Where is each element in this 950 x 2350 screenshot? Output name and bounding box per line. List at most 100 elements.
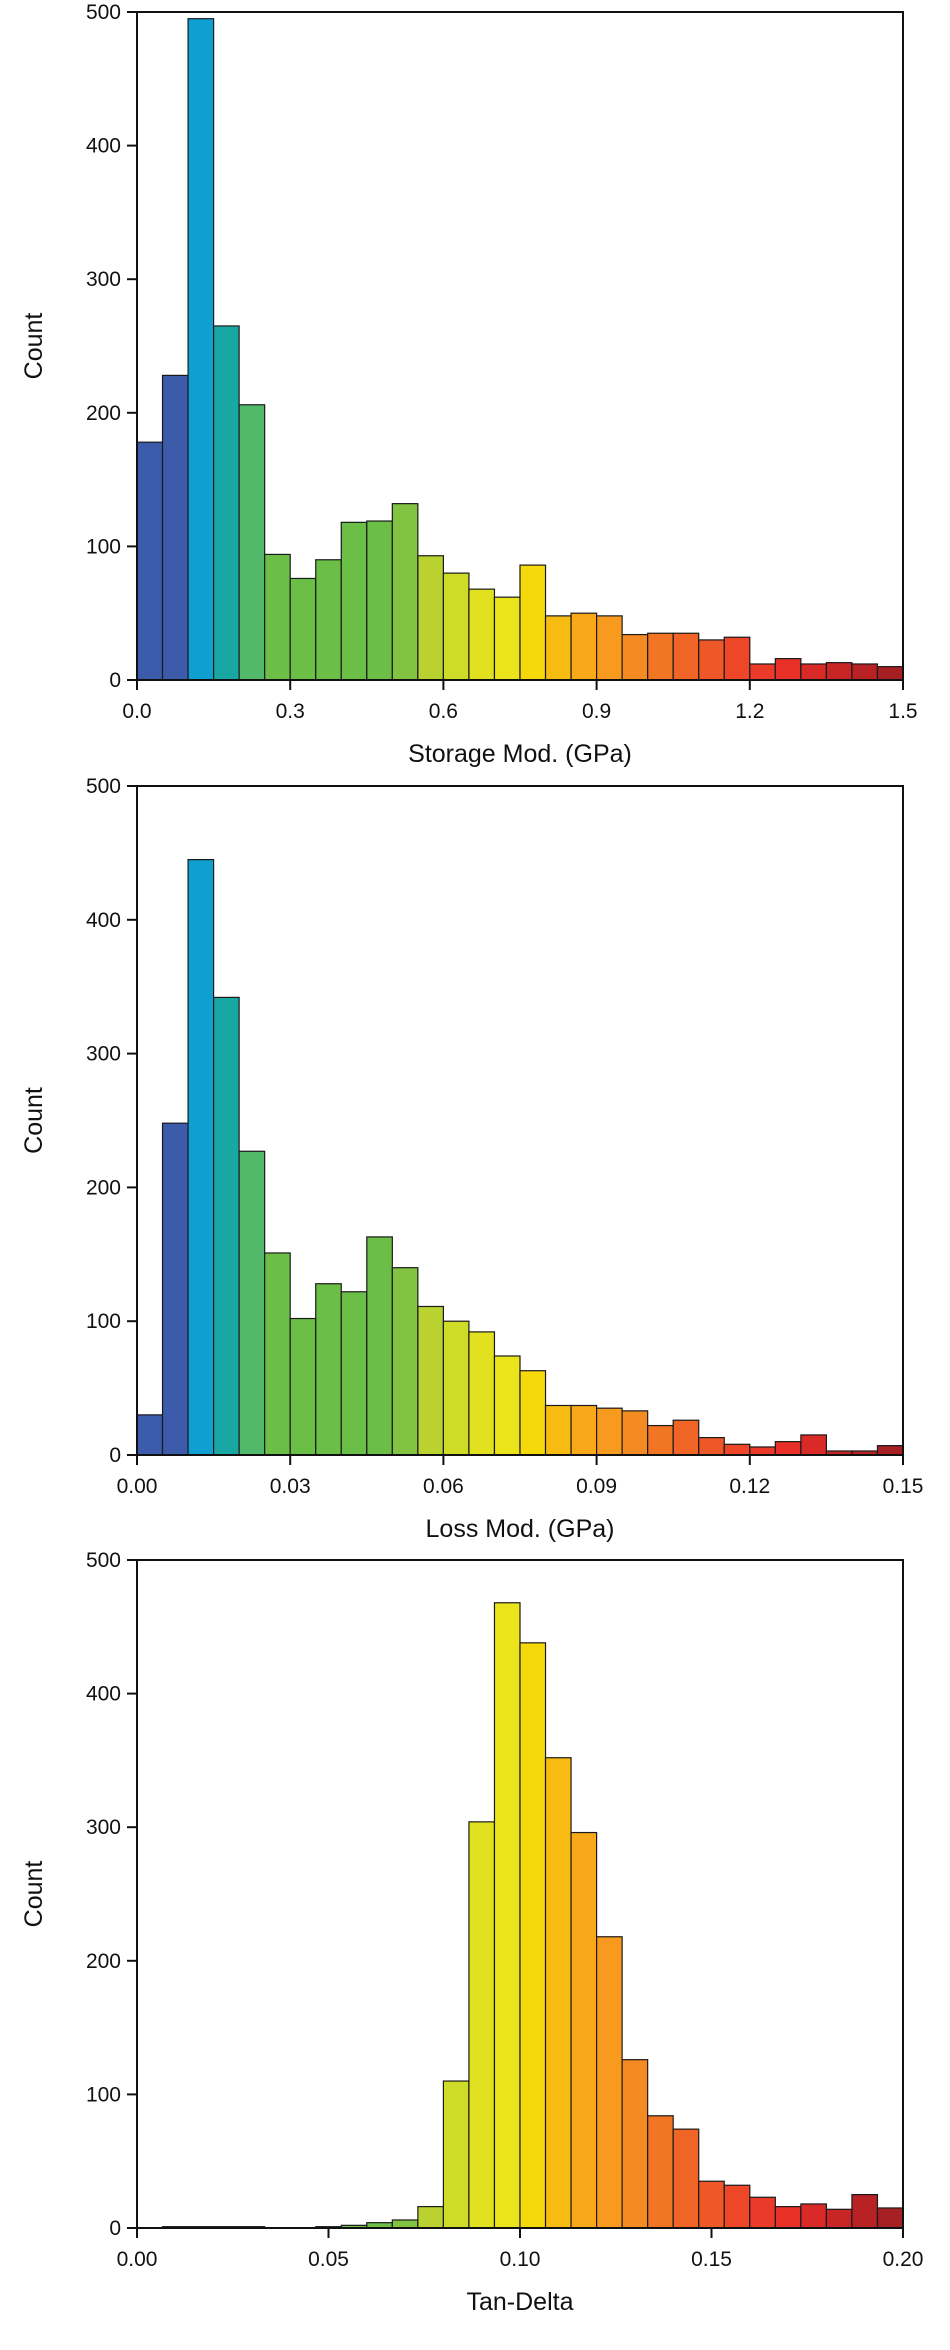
histogram-bar bbox=[647, 2115, 674, 2229]
tan-delta-histogram: 0 100 200 300 400 500 0.00 0.05 0.10 0.15 0.20 Tan-… bbox=[20, 1549, 923, 2316]
loss-modulus-histogram: 0 100 200 300 400 500 0.00 0.03 0.06 0.09 0.12 0.15… bbox=[20, 775, 923, 1543]
x-axis-title: Storage Mod. (GPa) bbox=[408, 740, 632, 768]
plot-frame bbox=[136, 11, 904, 681]
histogram-bar bbox=[289, 1317, 317, 1456]
histogram-bar bbox=[468, 1331, 496, 1456]
histogram-bar bbox=[391, 2219, 419, 2229]
histogram-bar bbox=[749, 663, 776, 681]
histogram-bar bbox=[213, 996, 240, 1456]
histogram-bar bbox=[851, 663, 879, 681]
histogram-bar bbox=[544, 1404, 572, 1456]
histogram-bar bbox=[672, 632, 700, 681]
x-tick-label: 0.20 bbox=[883, 2248, 924, 2271]
y-tick-label: 300 bbox=[86, 1043, 121, 1066]
y-tick-label: 500 bbox=[86, 1, 121, 24]
y-tick-label: 200 bbox=[86, 1176, 121, 1199]
y-axis-title: Count bbox=[20, 313, 48, 380]
histogram-bar bbox=[417, 1305, 444, 1456]
plot-frame bbox=[136, 785, 904, 1456]
histogram-bar bbox=[442, 2080, 470, 2229]
histogram-bar bbox=[876, 2207, 904, 2229]
histogram-bar bbox=[621, 1410, 649, 1456]
histogram-bar bbox=[136, 441, 164, 681]
y-tick-label: 300 bbox=[86, 268, 121, 291]
histogram-bar bbox=[238, 1150, 266, 1456]
histogram-bar bbox=[774, 1441, 802, 1456]
x-tick-label: 1.5 bbox=[888, 700, 917, 723]
histogram-bar bbox=[468, 1821, 496, 2229]
x-tick-label: 0.00 bbox=[117, 2248, 158, 2271]
x-axis-title: Loss Mod. (GPa) bbox=[426, 1515, 615, 1543]
y-tick-label: 400 bbox=[86, 1683, 121, 1706]
x-tick-label: 0.12 bbox=[729, 1475, 770, 1498]
histogram-bar bbox=[417, 2206, 444, 2229]
x-tick-label: 0.15 bbox=[691, 2248, 732, 2271]
histogram-bar bbox=[493, 1355, 521, 1456]
y-tick-label: 200 bbox=[86, 1950, 121, 1973]
histogram-bar bbox=[672, 1419, 700, 1456]
y-axis-title: Count bbox=[20, 1861, 48, 1928]
storage-modulus-histogram: 0 100 200 300 400 500 0.0 0.3 0.6 0.9 1.2 1.5 Storag… bbox=[20, 1, 918, 768]
x-tick-label: 0.10 bbox=[500, 2248, 541, 2271]
histogram-bar bbox=[595, 1407, 623, 1456]
histogram-bar bbox=[161, 374, 189, 681]
histogram-bar bbox=[493, 596, 521, 681]
histogram-bar bbox=[544, 615, 572, 681]
x-tick-label: 0.6 bbox=[429, 700, 458, 723]
histogram-bar bbox=[723, 1443, 751, 1456]
x-tick-label: 0.9 bbox=[582, 700, 611, 723]
y-tick-label: 500 bbox=[86, 775, 121, 798]
y-tick-label: 0 bbox=[109, 1444, 121, 1467]
x-tick-label: 0.05 bbox=[308, 2248, 349, 2271]
histogram-bar bbox=[698, 1437, 725, 1456]
histogram-bar bbox=[468, 588, 496, 681]
histogram-bar bbox=[621, 633, 649, 681]
x-tick-label: 0.0 bbox=[122, 700, 151, 723]
histogram-bars bbox=[161, 1602, 904, 2229]
histogram-bar bbox=[647, 632, 674, 681]
histogram-bar bbox=[825, 2208, 853, 2229]
histogram-bar bbox=[876, 666, 904, 681]
histogram-bar bbox=[264, 553, 291, 681]
histogram-bar bbox=[621, 2059, 649, 2229]
histogram-bar bbox=[442, 572, 470, 681]
histogram-bar bbox=[544, 1757, 572, 2229]
x-tick-label: 0.03 bbox=[270, 1475, 311, 1498]
y-tick-label: 0 bbox=[109, 669, 121, 692]
histogram-bar bbox=[698, 2180, 725, 2229]
histogram-bar bbox=[800, 1434, 827, 1456]
histogram-bar bbox=[851, 2194, 879, 2229]
y-tick-label: 0 bbox=[109, 2217, 121, 2240]
histogram-bar bbox=[366, 520, 393, 681]
x-tick-label: 1.2 bbox=[735, 700, 764, 723]
y-axis-title: Count bbox=[20, 1087, 48, 1154]
y-tick-label: 100 bbox=[86, 535, 121, 558]
histogram-bar bbox=[340, 1291, 368, 1456]
histogram-bar bbox=[136, 1414, 164, 1456]
histogram-bar bbox=[442, 1320, 470, 1456]
histogram-bar bbox=[595, 1936, 623, 2229]
y-tick-label: 300 bbox=[86, 1816, 121, 1839]
histogram-bar bbox=[749, 1446, 776, 1456]
histogram-bar bbox=[161, 1122, 189, 1456]
x-tick-label: 0.3 bbox=[276, 700, 305, 723]
histogram-bar bbox=[519, 1642, 547, 2229]
x-axis-title: Tan-Delta bbox=[467, 2288, 574, 2316]
histogram-bar bbox=[595, 615, 623, 681]
histogram-bar bbox=[774, 2206, 802, 2229]
histogram-bar bbox=[391, 503, 419, 681]
histogram-bar bbox=[213, 325, 240, 681]
x-tick-label: 0.00 bbox=[117, 1475, 158, 1498]
histogram-bar bbox=[800, 663, 827, 681]
histogram-bar bbox=[672, 2128, 700, 2229]
histogram-bar bbox=[774, 658, 802, 681]
x-tick-label: 0.09 bbox=[576, 1475, 617, 1498]
y-tick-label: 500 bbox=[86, 1549, 121, 1572]
histogram-bar bbox=[723, 636, 751, 681]
y-tick-label: 100 bbox=[86, 2083, 121, 2106]
histogram-bar bbox=[238, 404, 266, 681]
histogram-bar bbox=[749, 2196, 776, 2229]
histogram-bar bbox=[391, 1267, 419, 1456]
histogram-bar bbox=[417, 555, 444, 681]
